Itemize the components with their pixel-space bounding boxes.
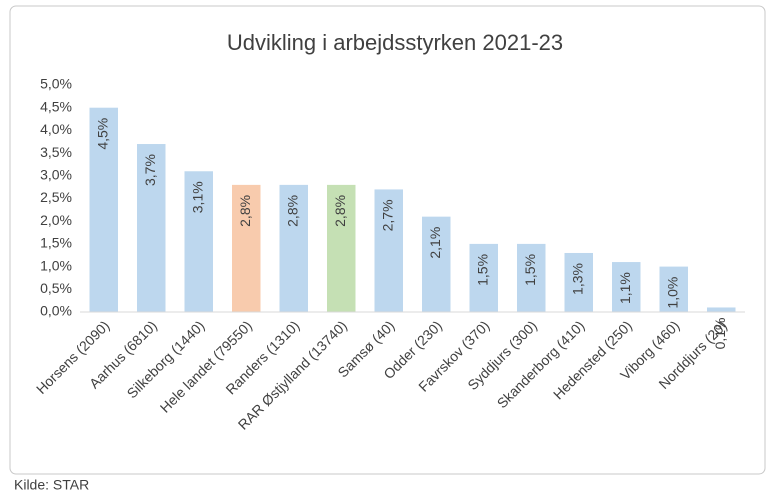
y-tick-label: 3,0% [40,167,72,183]
bar [184,171,213,312]
data-label: 1,5% [474,254,490,286]
data-label: 2,8% [284,195,300,227]
bar [327,184,356,312]
bar [137,144,166,312]
chart-title: Udvikling i arbejdsstyrken 2021-23 [227,30,563,55]
y-tick-label: 5,0% [40,76,72,92]
y-tick-label: 2,0% [40,212,72,228]
bar [707,307,736,312]
bar [659,266,688,312]
y-tick-label: 1,0% [40,257,72,273]
y-tick-label: 3,5% [40,144,72,160]
bar [469,243,498,312]
data-label: 2,7% [379,199,395,231]
data-label: 2,1% [427,227,443,259]
bar [422,216,451,312]
bar [374,189,403,312]
y-tick-label: 2,5% [40,189,72,205]
data-label: 2,8% [332,195,348,227]
data-label: 1,1% [617,272,633,304]
data-label: 3,1% [189,181,205,213]
y-tick-label: 4,0% [40,121,72,137]
data-label: 4,5% [94,118,110,150]
bar [232,184,261,312]
y-tick-label: 4,5% [40,98,72,114]
data-label: 1,0% [664,277,680,309]
source: Kilde: STAR [14,477,89,493]
data-label: 0,1% [712,317,728,349]
data-label: 1,5% [522,254,538,286]
data-label: 1,3% [569,263,585,295]
y-tick-label: 1,5% [40,235,72,251]
y-tick-label: 0,0% [40,303,72,319]
data-label: 3,7% [142,154,158,186]
y-tick-label: 0,5% [40,280,72,296]
data-label: 2,8% [237,195,253,227]
bar [612,262,641,312]
bar [564,252,593,312]
bar [89,107,118,312]
bar [517,243,546,312]
bar [279,184,308,312]
